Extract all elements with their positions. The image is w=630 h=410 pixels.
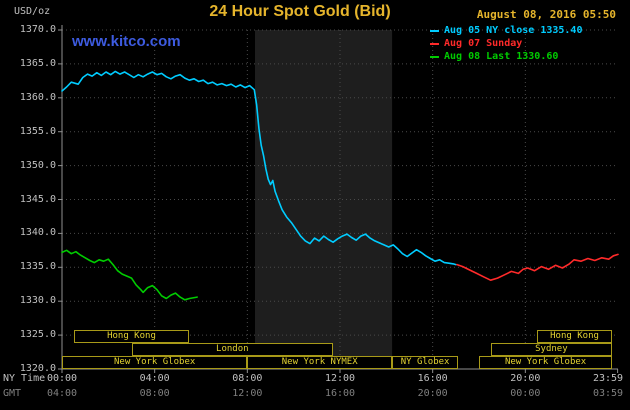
x-tick-label-gmt: 03:59 xyxy=(592,388,624,399)
chart-datetime: August 08, 2016 05:50 xyxy=(476,8,616,21)
legend-label-aug08: Aug 08 Last 1330.60 xyxy=(444,51,559,62)
x-tick-label-ny: 04:00 xyxy=(139,373,170,384)
y-tick-label: 1365.0 xyxy=(19,57,56,69)
session-box-hong-kong: Hong Kong xyxy=(536,330,613,343)
y-tick-label: 1325.0 xyxy=(19,329,56,341)
price-line-cyan xyxy=(61,70,457,266)
y-tick-label: 1345.0 xyxy=(19,193,56,205)
session-box-ny-globex: NY Globex xyxy=(392,356,459,369)
y-tick-label: 1370.0 xyxy=(19,24,56,35)
kitco-watermark-link[interactable]: www.kitco.com xyxy=(72,33,181,50)
chart-title: 24 Hour Spot Gold (Bid) xyxy=(209,3,391,20)
y-tick-label: 1355.0 xyxy=(19,125,56,137)
x-tick-label-ny: 00:00 xyxy=(46,373,78,384)
price-line-green xyxy=(61,249,198,301)
session-box-sydney: Sydney xyxy=(490,343,613,356)
y-tick-label: 1340.0 xyxy=(19,227,56,239)
x-tick-label-ny: 08:00 xyxy=(232,373,263,384)
x-tick-label-ny: 23:59 xyxy=(592,373,624,384)
x-tick-label-gmt: 04:00 xyxy=(46,388,78,399)
x-tick-label-ny: 12:00 xyxy=(324,373,356,384)
x-tick-label-gmt: 00:00 xyxy=(510,388,541,399)
x-tick-label-gmt: 20:00 xyxy=(417,388,448,399)
x-tick-label-gmt: 16:00 xyxy=(324,388,356,399)
session-box-london: London xyxy=(131,343,334,356)
unit-label: USD/oz xyxy=(14,6,51,17)
legend-label-aug07: Aug 07 Sunday xyxy=(444,38,523,49)
gmt-axis-label: GMT xyxy=(3,388,22,399)
session-box-new-york-globex: New York Globex xyxy=(62,356,248,369)
y-tick-label: 1360.0 xyxy=(19,91,56,103)
legend-item-aug07: Aug 07 Sunday xyxy=(430,37,582,50)
y-tick-label: 1330.0 xyxy=(19,295,56,307)
y-tick-label: 1350.0 xyxy=(19,159,56,171)
x-tick-label-gmt: 08:00 xyxy=(139,388,170,399)
y-tick-label: 1335.0 xyxy=(19,261,56,273)
x-tick-label-ny: 16:00 xyxy=(417,373,448,384)
legend-swatch-green-icon xyxy=(430,55,439,58)
legend-swatch-cyan-icon xyxy=(430,29,439,32)
legend-swatch-red-icon xyxy=(430,42,439,45)
chart-legend: Aug 05 NY close 1335.40 Aug 07 Sunday Au… xyxy=(430,24,582,63)
price-line-red xyxy=(456,253,619,282)
session-box-new-york-globex: New York Globex xyxy=(479,356,613,369)
legend-label-aug05: Aug 05 NY close 1335.40 xyxy=(444,25,583,36)
x-tick-label-ny: 20:00 xyxy=(510,373,541,384)
x-tick-label-gmt: 12:00 xyxy=(232,388,263,399)
legend-item-aug05: Aug 05 NY close 1335.40 xyxy=(430,24,582,37)
ny-time-axis-label: NY Time xyxy=(3,373,46,384)
session-box-new-york-nymex: New York NYMEX xyxy=(247,356,393,369)
y-tick-label: 1320.0 xyxy=(19,363,56,374)
legend-item-aug08: Aug 08 Last 1330.60 xyxy=(430,50,582,63)
session-box-hong-kong: Hong Kong xyxy=(73,330,190,343)
